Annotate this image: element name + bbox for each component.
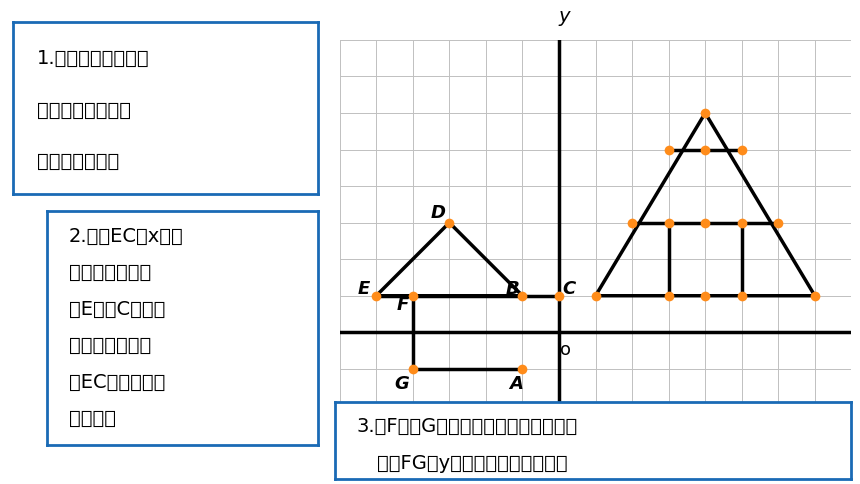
Text: D: D <box>431 204 446 222</box>
Text: 3.点F和点G的横坐标有什么共同特点？: 3.点F和点G的横坐标有什么共同特点？ <box>356 417 577 436</box>
Text: B: B <box>506 280 519 298</box>
Text: 有什么特点？线: 有什么特点？线 <box>69 336 151 355</box>
Text: 什么位置关系？: 什么位置关系？ <box>69 263 151 282</box>
Text: 标有什么特点？: 标有什么特点？ <box>37 152 120 171</box>
Text: o: o <box>560 341 571 360</box>
Text: A: A <box>510 375 524 393</box>
Text: F: F <box>396 296 408 315</box>
Text: 段EC上其它点的: 段EC上其它点的 <box>69 373 165 392</box>
Text: 标轴上，它们的坐: 标轴上，它们的坐 <box>37 101 132 120</box>
Text: 1.图形中哪些点在坐: 1.图形中哪些点在坐 <box>37 49 150 68</box>
Text: 2.线段EC与x轴有: 2.线段EC与x轴有 <box>69 227 184 246</box>
Text: 坐标呢？: 坐标呢？ <box>69 409 116 428</box>
Text: 线段FG与y轴有怎样的位置关系？: 线段FG与y轴有怎样的位置关系？ <box>377 454 568 472</box>
Text: G: G <box>395 375 409 393</box>
Text: C: C <box>562 280 576 298</box>
Text: 点E和点C的坐标: 点E和点C的坐标 <box>69 300 165 319</box>
Text: y: y <box>559 7 570 26</box>
Text: E: E <box>358 280 370 298</box>
